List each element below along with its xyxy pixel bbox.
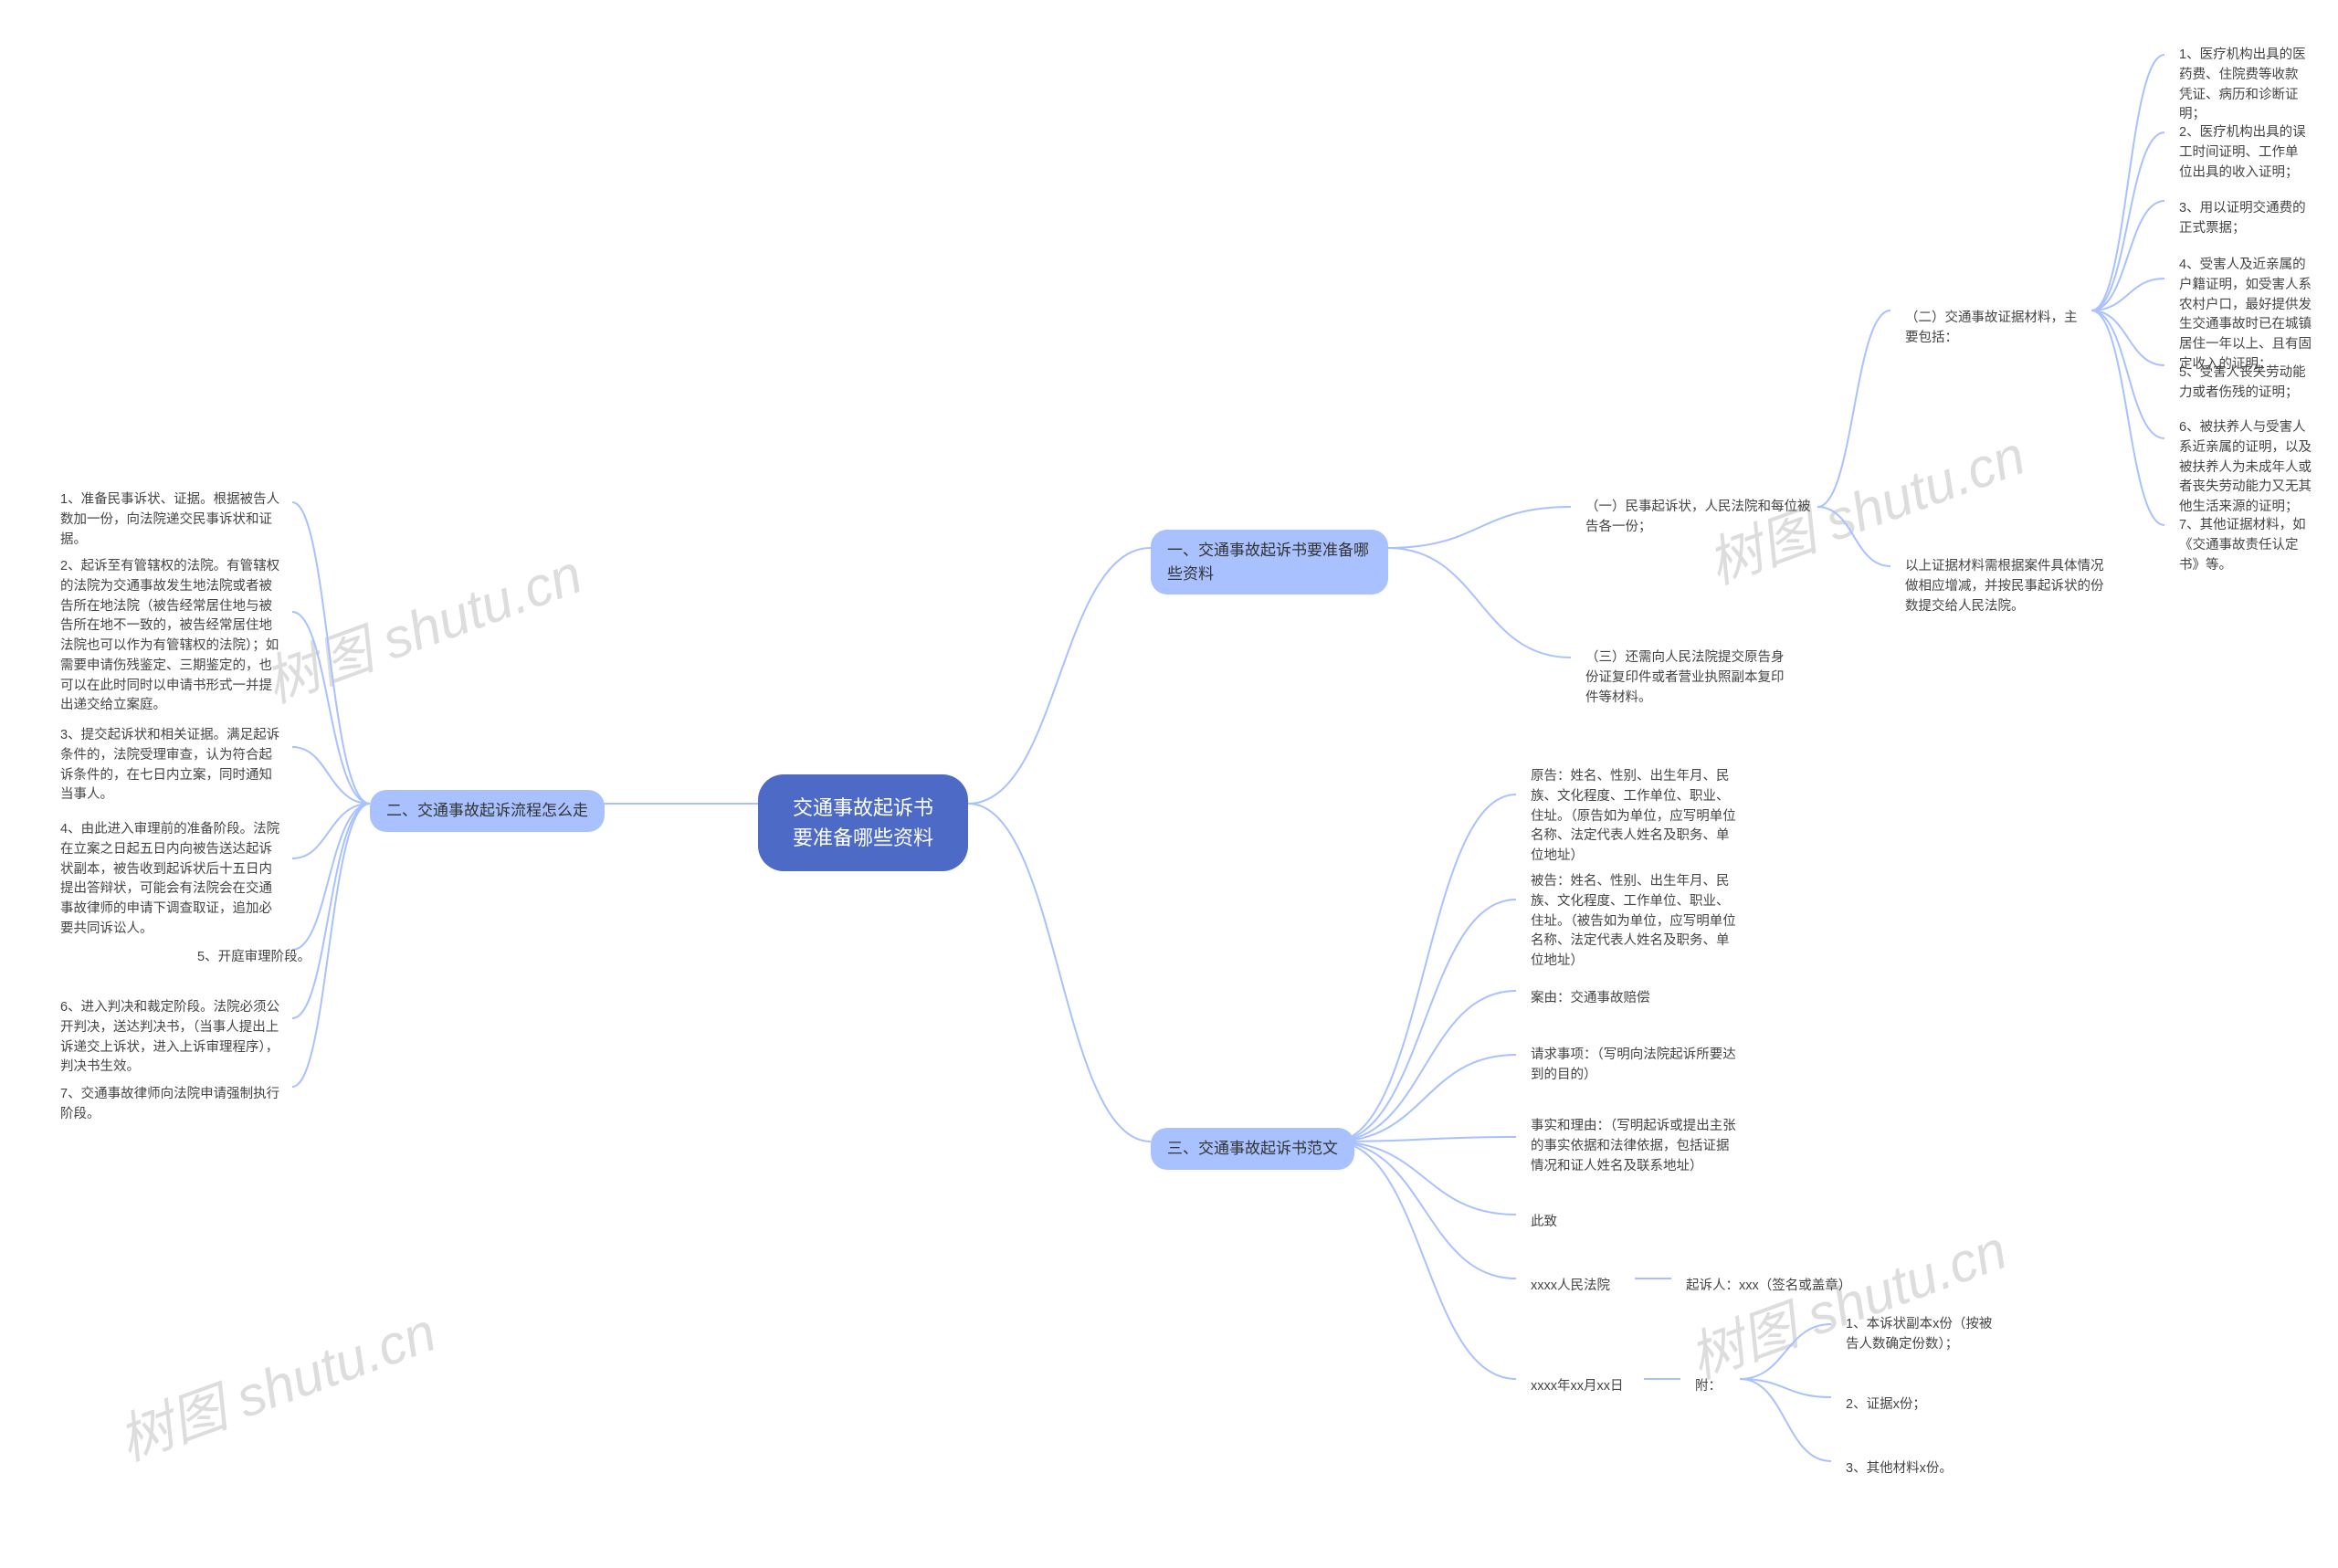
template-defendant: 被告：姓名、性别、出生年月、民族、文化程度、工作单位、职业、住址。（被告如为单位… [1516,863,1754,981]
materials-sub2-item: 7、其他证据材料，如《交通事故责任认定书》等。 [2164,507,2329,584]
template-plaintiff: 原告：姓名、性别、出生年月、民族、文化程度、工作单位、职业、住址。（原告如为单位… [1516,758,1754,876]
materials-sub2-item: 5、受害人丧失劳动能力或者伤残的证明； [2164,354,2329,413]
template-attach-label: 附： [1680,1368,1736,1406]
process-step: 4、由此进入审理前的准备阶段。法院在立案之日起五日内向被告送达起诉状副本，被告收… [46,811,297,949]
watermark: 树图 shutu.cn [106,1288,445,1476]
materials-sub2-item: 2、医疗机构出具的误工时间证明、工作单位出具的收入证明； [2164,114,2324,192]
template-suitor: 起诉人：xxx（签名或盖章） [1671,1268,1866,1306]
template-request: 请求事项：（写明向法院起诉所要达到的目的） [1516,1037,1754,1095]
process-step: 2、起诉至有管辖权的法院。有管辖权的法院为交通事故发生地法院或者被告所在地法院（… [46,548,297,725]
process-step: 3、提交起诉状和相关证据。满足起诉条件的，法院受理审查，认为符合起诉条件的，在七… [46,717,297,815]
branch-template: 三、交通事故起诉书范文 [1151,1128,1354,1170]
process-step: 6、进入判决和裁定阶段。法院必须公开判决，送达判决书，（当事人提出上诉递交上诉状… [46,989,297,1087]
template-court: xxxx人民法院 [1516,1268,1625,1306]
process-step: 5、开庭审理阶段。 [183,939,325,977]
template-attachment: 1、本诉状副本x份（按被告人数确定份数）； [1831,1306,2014,1364]
materials-sub2-conclusion: 以上证据材料需根据案件具体情况做相应增减，并按民事起诉状的份数提交给人民法院。 [1890,548,2119,626]
watermark: 树图 shutu.cn [252,530,591,718]
process-step: 7、交通事故律师向法院申请强制执行阶段。 [46,1076,297,1134]
branch-process: 二、交通事故起诉流程怎么走 [370,790,605,832]
template-cizhi: 此致 [1516,1204,1572,1242]
materials-sub1: （一）民事起诉状，人民法院和每位被告各一份； [1571,489,1827,547]
root-node: 交通事故起诉书要准备哪些资料 [758,774,968,871]
branch-materials: 一、交通事故起诉书要准备哪些资料 [1151,530,1388,595]
materials-sub2: （二）交通事故证据材料，主要包括： [1890,300,2101,358]
template-facts: 事实和理由：（写明起诉或提出主张的事实依据和法律依据，包括证据情况和证人姓名及联… [1516,1108,1754,1185]
template-attachment: 2、证据x份； [1831,1386,1941,1425]
materials-sub2-item: 3、用以证明交通费的正式票据； [2164,190,2324,248]
template-date: xxxx年xx月xx日 [1516,1368,1638,1406]
template-cause: 案由：交通事故赔偿 [1516,980,1665,1018]
materials-sub3: （三）还需向人民法院提交原告身份证复印件或者营业执照副本复印件等材料。 [1571,639,1808,717]
template-attachment: 3、其他材料x份。 [1831,1450,1967,1489]
